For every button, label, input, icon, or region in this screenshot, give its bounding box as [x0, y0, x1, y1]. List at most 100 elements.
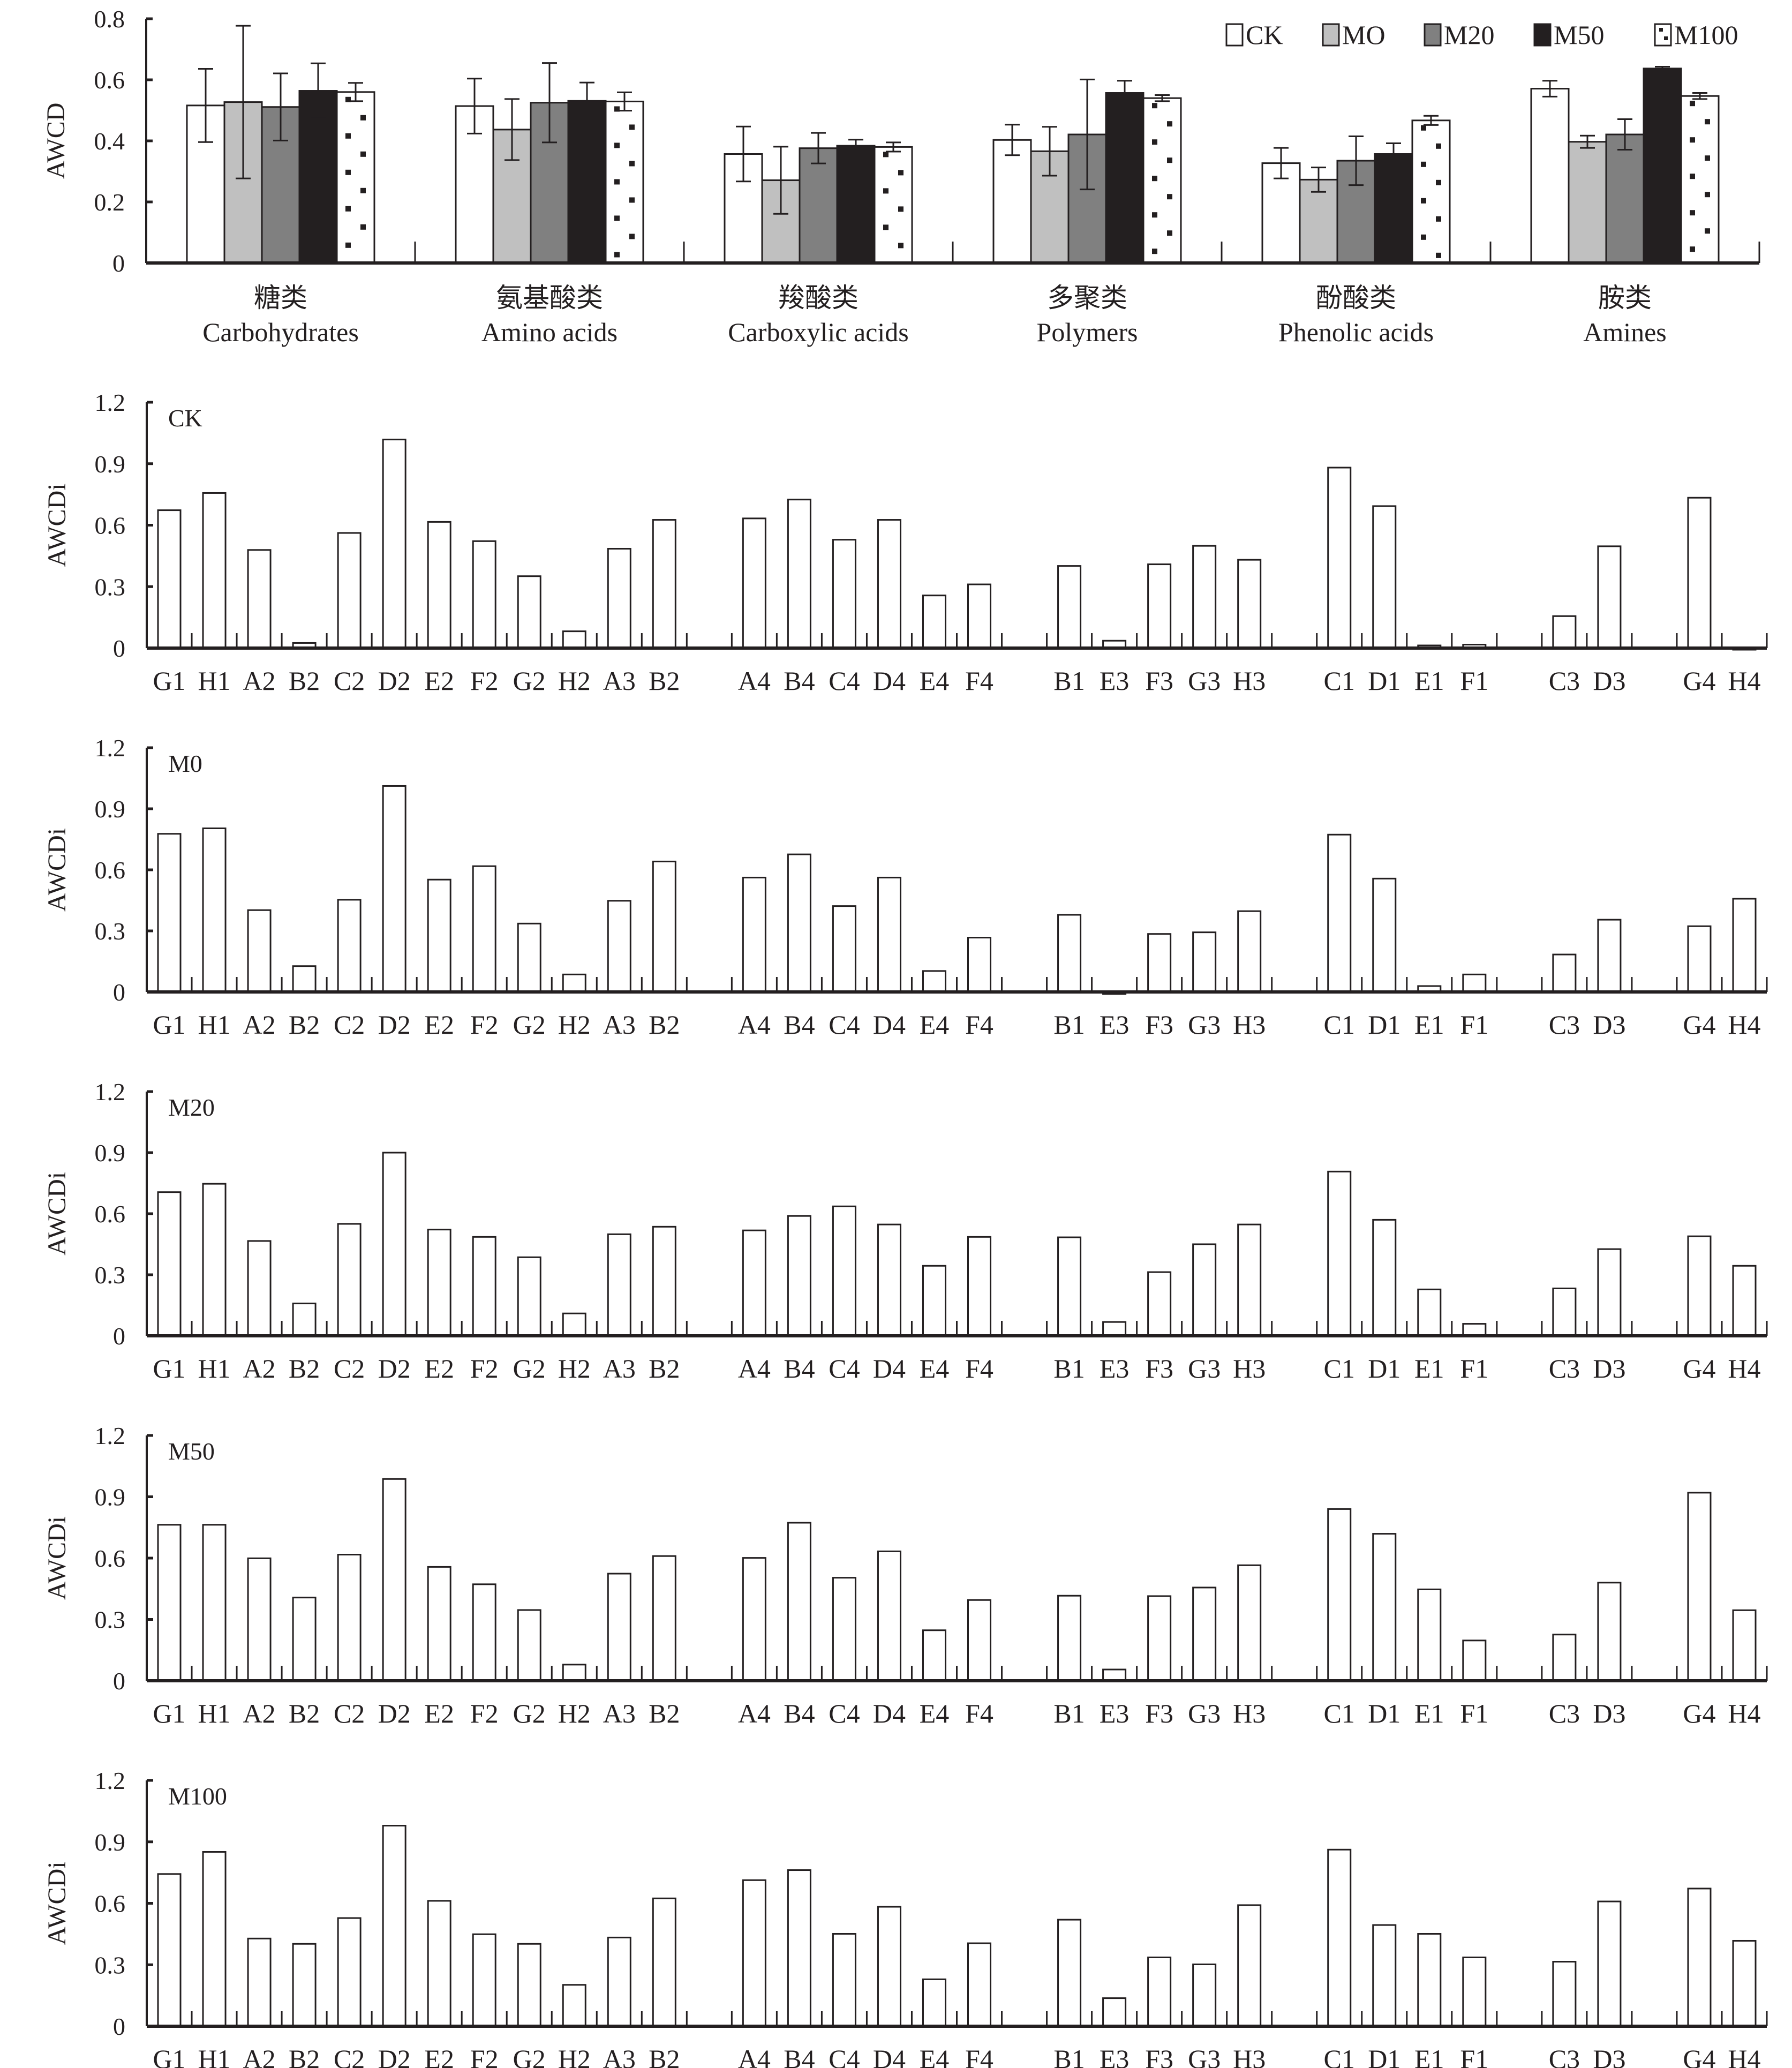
x-tick-label: A2 — [243, 1698, 276, 1728]
bar-e1 — [1417, 1588, 1442, 1682]
bar-f2 — [472, 1933, 496, 2027]
bar-b2 — [652, 1555, 676, 1682]
x-tick-label: B4 — [784, 666, 815, 696]
bar-g3 — [1192, 1586, 1217, 1682]
bar-e2 — [427, 1229, 451, 1337]
bar-c2 — [337, 1223, 362, 1337]
y-tick-label: 1.2 — [95, 1078, 126, 1106]
bar-f2 — [472, 1583, 496, 1682]
y-tick-label: 0 — [113, 1667, 125, 1695]
legend-label: M100 — [1674, 20, 1738, 50]
y-tick-label: 0.6 — [94, 66, 125, 94]
x-tick-label: B2 — [289, 1698, 320, 1728]
bar-g4 — [1687, 925, 1712, 993]
y-tick-label: 0 — [113, 979, 125, 1006]
y-tick-label: 0 — [112, 250, 125, 277]
pattern-dot — [1421, 161, 1426, 167]
x-tick-label: G1 — [153, 1698, 185, 1728]
y-axis-label: AWCDi — [43, 1516, 71, 1600]
pattern-dot — [614, 215, 620, 221]
bar-c3 — [1552, 1634, 1577, 1682]
bar-h3 — [1237, 1904, 1262, 2027]
bar-m100 — [1411, 119, 1451, 264]
pattern-dot — [360, 224, 366, 230]
category-label-en: Amines — [1583, 317, 1667, 347]
bar-h1 — [202, 1524, 227, 1682]
bar-d3 — [1597, 1248, 1622, 1337]
pattern-dot — [360, 115, 366, 121]
bar-c3 — [1552, 953, 1577, 993]
bar-a3 — [607, 547, 631, 649]
category-label-en: Phenolic acids — [1278, 317, 1434, 347]
bar-a2 — [247, 909, 272, 993]
bar-a3 — [607, 1936, 631, 2027]
bar-f3 — [1147, 563, 1172, 649]
x-tick-label: H2 — [558, 1010, 591, 1040]
bar-d4 — [877, 519, 901, 649]
x-tick-label: D4 — [873, 1353, 906, 1383]
y-axis-label: AWCDi — [43, 1861, 71, 1945]
bar-h4 — [1732, 898, 1757, 993]
legend-swatch-m100 — [1654, 23, 1672, 47]
bar-d1 — [1372, 1533, 1397, 1682]
bar-b2 — [292, 965, 317, 993]
bar-c4 — [832, 1932, 856, 2027]
x-tick-label: B1 — [1053, 1010, 1085, 1040]
x-tick-label: G1 — [153, 1353, 185, 1383]
legend-label: M50 — [1554, 20, 1604, 50]
bar-g4 — [1687, 1235, 1712, 1337]
x-tick-label: C2 — [334, 1698, 365, 1728]
x-tick-label: C3 — [1549, 1698, 1580, 1728]
bar-f1 — [1462, 1323, 1487, 1337]
bar-g3 — [1192, 1963, 1217, 2027]
y-tick-label: 0.8 — [94, 5, 125, 33]
bar-c2 — [337, 899, 362, 993]
bar-h3 — [1237, 910, 1262, 993]
legend-swatch-mo — [1322, 23, 1340, 47]
category-label-zh: 氨基酸类 — [496, 283, 603, 313]
bar-b1 — [1057, 914, 1082, 993]
x-tick-label: B2 — [289, 1010, 320, 1040]
bar-f1 — [1462, 1640, 1487, 1682]
y-tick-label: 0.6 — [95, 1200, 126, 1228]
bar-b4 — [787, 1869, 811, 2027]
bar-a4 — [742, 1879, 766, 2027]
pattern-dot — [883, 152, 889, 157]
bar-a4 — [742, 876, 766, 993]
bar-c3 — [1552, 1287, 1577, 1337]
x-tick-label: D3 — [1593, 1698, 1625, 1728]
bar-d2 — [382, 785, 406, 993]
pattern-dot — [629, 197, 635, 203]
bar-b4 — [787, 853, 811, 993]
y-tick-label: 0.6 — [95, 1890, 126, 1917]
x-tick-label: G3 — [1188, 1353, 1221, 1383]
x-tick-label: C2 — [334, 2044, 365, 2068]
bar-g1 — [157, 1524, 182, 1682]
x-tick-label: B4 — [784, 1010, 815, 1040]
bar-c1 — [1327, 467, 1352, 649]
bar-h2 — [562, 1984, 586, 2027]
bar-h2 — [562, 630, 586, 649]
y-tick-label: 0.3 — [95, 918, 126, 945]
x-tick-label: H1 — [198, 1353, 230, 1383]
pattern-dot — [1421, 125, 1426, 131]
pattern-dot — [1705, 228, 1710, 234]
bar-f1 — [1462, 973, 1487, 993]
bar-e3 — [1102, 1321, 1127, 1337]
bar-f2 — [472, 1236, 496, 1337]
pattern-dot — [1167, 230, 1172, 236]
x-tick-label: B2 — [649, 1698, 680, 1728]
x-tick-label: C3 — [1549, 1353, 1580, 1383]
x-tick-label: F3 — [1145, 1698, 1173, 1728]
x-tick-label: B2 — [649, 666, 680, 696]
x-tick-label: D2 — [378, 2044, 411, 2068]
x-tick-label: F1 — [1460, 1010, 1488, 1040]
x-tick-label: C3 — [1549, 1010, 1580, 1040]
x-tick-label: E4 — [920, 1010, 950, 1040]
x-tick-label: A3 — [603, 1698, 636, 1728]
legend-label: CK — [1246, 20, 1283, 50]
bar-m20 — [799, 147, 838, 264]
pattern-dot — [345, 206, 351, 212]
bar-m100 — [336, 91, 375, 264]
x-tick-label: E4 — [920, 1353, 950, 1383]
